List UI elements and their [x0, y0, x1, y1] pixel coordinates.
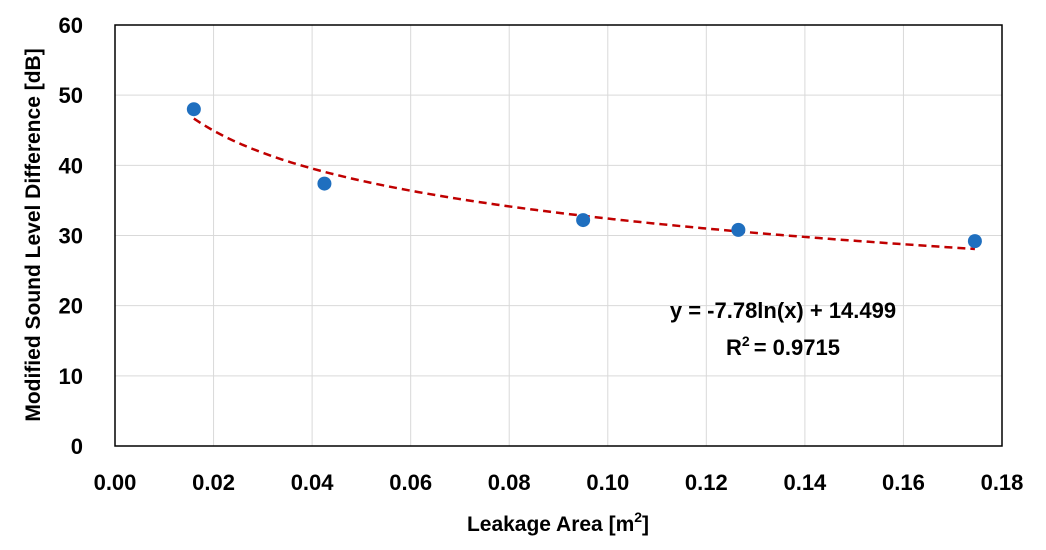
y-tick-label: 0	[71, 434, 83, 459]
plot-area	[114, 24, 1003, 447]
x-axis-ticks: 0.00 0.02 0.04 0.06 0.08 0.10 0.12 0.14 0.16 0.18	[94, 470, 1024, 495]
y-tick-label: 40	[59, 153, 83, 178]
x-tick-label: 0.18	[981, 470, 1024, 495]
x-tick-label: 0.10	[586, 470, 629, 495]
y-tick-label: 20	[59, 294, 83, 319]
trendline	[193, 117, 975, 251]
grid	[114, 24, 1003, 447]
trendline-equation: y = -7.78ln(x) + 14.499	[670, 298, 896, 323]
x-tick-label: 0.04	[291, 470, 335, 495]
x-tick-label: 0.08	[488, 470, 531, 495]
x-tick-label: 0.12	[685, 470, 728, 495]
y-tick-label: 60	[59, 13, 83, 38]
x-tick-label: 0.16	[882, 470, 925, 495]
r-squared-label: R2 = 0.9715	[726, 333, 840, 360]
data-point	[576, 213, 591, 228]
data-points	[186, 102, 982, 249]
x-tick-label: 0.00	[94, 470, 137, 495]
data-point	[967, 234, 982, 249]
x-tick-label: 0.02	[192, 470, 235, 495]
y-tick-label: 50	[59, 83, 83, 108]
y-tick-label: 30	[59, 224, 83, 249]
y-axis-ticks: 0 10 20 30 40 50 60	[59, 13, 83, 459]
data-point	[317, 176, 332, 191]
y-axis-title: Modified Sound Level Difference [dB]	[22, 48, 45, 421]
data-point	[731, 222, 746, 237]
x-axis-title: Leakage Area [m2]	[467, 509, 649, 536]
y-tick-label: 10	[59, 364, 83, 389]
x-tick-label: 0.14	[783, 470, 827, 495]
data-point	[186, 102, 201, 117]
x-tick-label: 0.06	[389, 470, 432, 495]
